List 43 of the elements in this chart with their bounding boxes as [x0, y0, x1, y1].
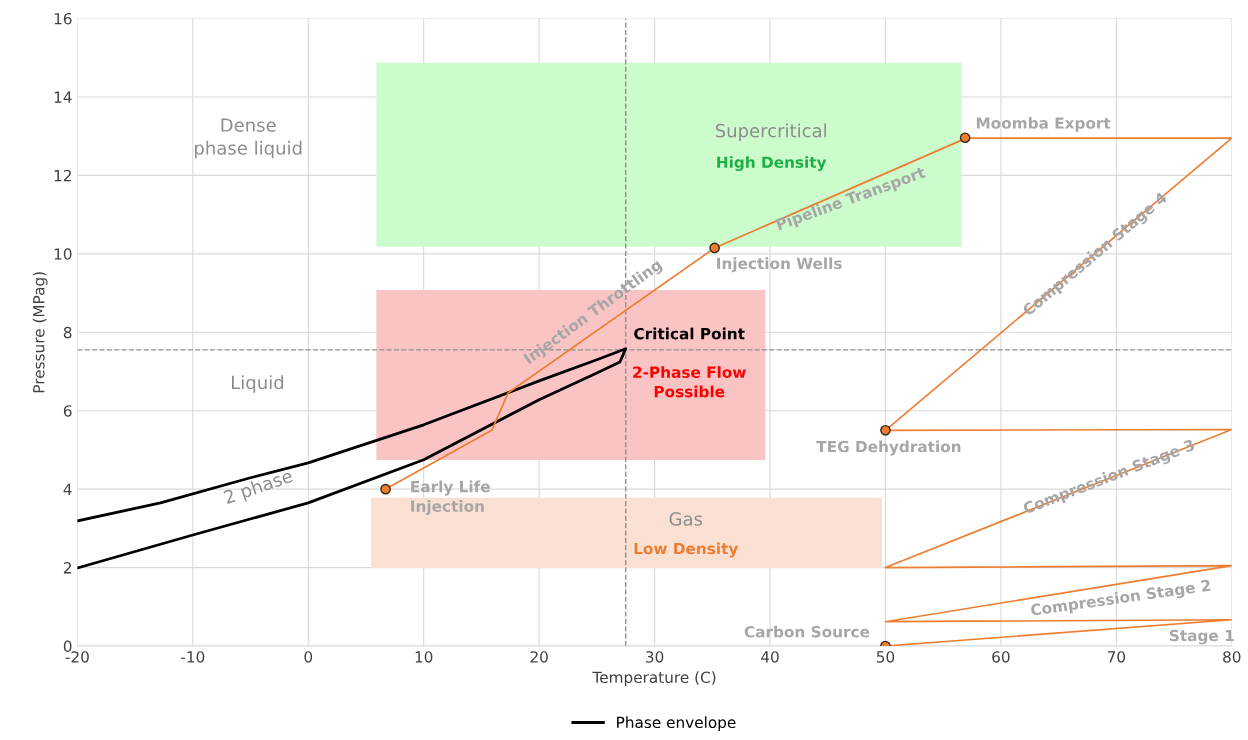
x-tick-label: 40 [761, 651, 779, 663]
x-axis-title: Temperature (C) [592, 671, 716, 687]
y-tick-label: 10 [54, 248, 72, 260]
point [880, 424, 891, 436]
point [959, 132, 971, 144]
y-tick-label: 14 [54, 91, 72, 103]
annotation: Low Density [634, 542, 739, 558]
annotation: Critical Point [634, 327, 745, 340]
y-tick-label: 8 [63, 326, 72, 339]
x-tick-label: 50 [876, 651, 895, 663]
point [709, 242, 720, 254]
y-tick-label: 6 [63, 405, 72, 417]
x-tick-label: 60 [992, 651, 1010, 663]
annotation: High Density [717, 156, 827, 172]
annotation: Compression Stage 2 [1030, 579, 1212, 619]
x-tick-label: -20 [65, 651, 89, 663]
annotation: Dense phase liquid [195, 118, 302, 159]
annotation: Carbon Source [744, 625, 870, 638]
annotation: Early Life Injection [411, 480, 490, 515]
x-tick-label: 0 [304, 651, 313, 663]
y-tick-label: 16 [54, 12, 72, 25]
point [380, 483, 391, 495]
y-tick-label: 0 [63, 640, 72, 653]
annotation: Gas [669, 512, 703, 526]
x-tick-label: 30 [646, 651, 664, 663]
y-tick-label: 12 [54, 169, 71, 182]
x-tick-label: 70 [1107, 651, 1126, 663]
x-tick-label: 20 [530, 651, 548, 663]
annotation: Liquid [232, 375, 284, 393]
annotation: TEG Dehydration [816, 440, 961, 456]
y-tick-label: 2 [63, 562, 71, 574]
annotation: Moomba Export [976, 117, 1111, 132]
x-tick-label: 10 [415, 651, 433, 663]
y-tick-label: 4 [63, 483, 72, 495]
legend-label: Phase envelope [617, 716, 736, 732]
annotation: Stage 1 [1169, 629, 1234, 645]
y-axis-title: Pressure (MPag) [32, 272, 48, 393]
x-tick-label: 80 [1223, 651, 1241, 663]
annotation: 2-Phase Flow Possible [633, 366, 746, 398]
x-tick-label: -10 [181, 651, 205, 663]
annotation: Supercritical [715, 123, 826, 141]
annotation: Injection Wells [717, 257, 842, 273]
annotation: 2 phase [223, 468, 295, 508]
